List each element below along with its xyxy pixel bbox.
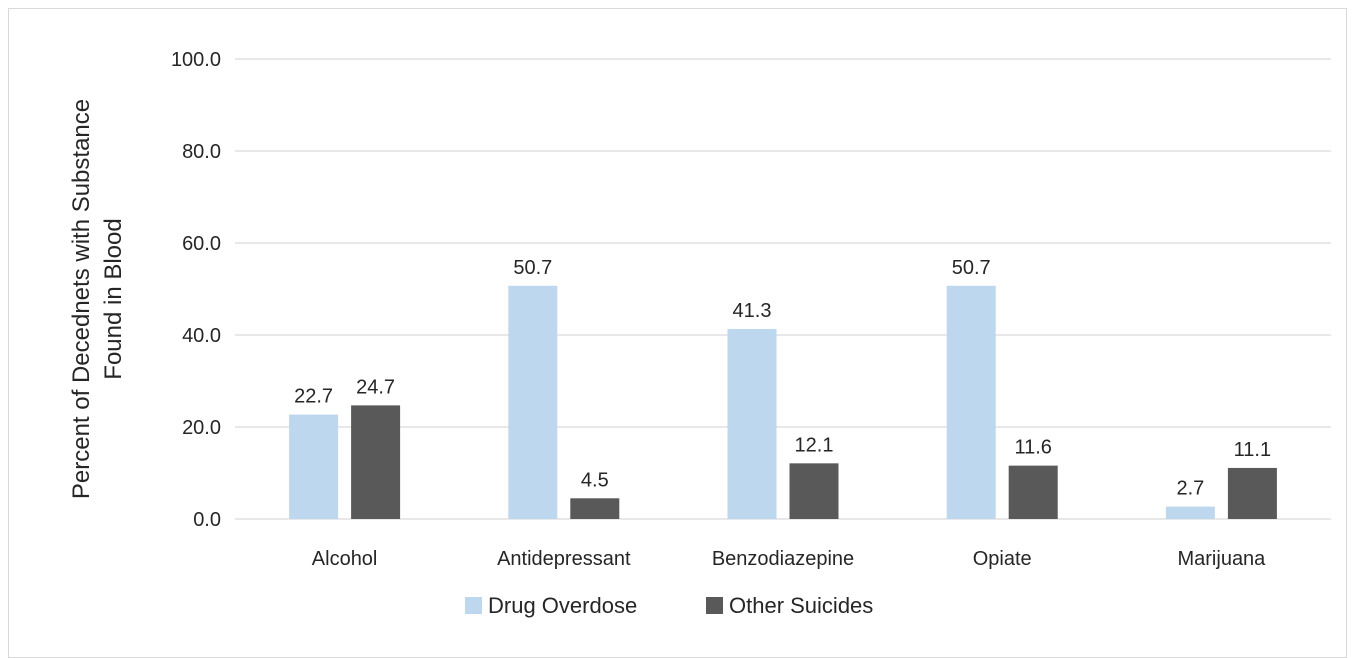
bar-other-suicides-antidepressant: [570, 498, 620, 519]
legend-label-drug-overdose: Drug Overdose: [488, 593, 637, 618]
legend-swatch-drug-overdose: [465, 597, 482, 614]
data-label-other-suicides-antidepressant: 4.5: [581, 469, 609, 491]
legend-swatch-other-suicides: [706, 597, 723, 614]
data-label-other-suicides-benzodiazepine: 12.1: [795, 434, 834, 456]
bar-other-suicides-opiate: [1008, 465, 1058, 519]
x-tick-label-marijuana: Marijuana: [1177, 548, 1266, 570]
bar-drug-overdose-alcohol: [289, 414, 339, 519]
x-tick-label-alcohol: Alcohol: [312, 548, 378, 570]
data-label-drug-overdose-antidepressant: 50.7: [513, 257, 552, 279]
data-label-drug-overdose-marijuana: 2.7: [1176, 478, 1204, 500]
data-labels: 22.7 24.7 50.7 4.5 41.3 12.1 50.7 11.6 2.7 11.1: [294, 257, 1271, 500]
data-label-other-suicides-opiate: 11.6: [1014, 437, 1051, 459]
bar-drug-overdose-opiate: [946, 285, 996, 519]
x-tick-label-benzodiazepine: Benzodiazepine: [712, 548, 854, 570]
bar-chart: 0.0 20.0 40.0 60.0 80.0 100.0 22.7 24.7 50.7 4.5…: [68, 49, 1331, 618]
y-tick-label: 0.0: [193, 509, 221, 531]
data-label-other-suicides-marijuana: 11.1: [1234, 439, 1271, 461]
y-tick-label: 60.0: [182, 233, 221, 255]
data-label-drug-overdose-alcohol: 22.7: [294, 386, 333, 408]
y-tick-label: 20.0: [182, 417, 221, 439]
bar-drug-overdose-marijuana: [1165, 506, 1215, 519]
y-tick-label: 100.0: [171, 49, 221, 71]
data-label-other-suicides-alcohol: 24.7: [356, 376, 395, 398]
gridlines: [235, 58, 1331, 520]
bars: [289, 285, 1277, 519]
y-axis-label-line-2: Found in Blood: [100, 218, 127, 379]
y-axis-ticks: 0.0 20.0 40.0 60.0 80.0 100.0: [171, 49, 221, 531]
bar-drug-overdose-benzodiazepine: [727, 329, 777, 519]
x-tick-label-opiate: Opiate: [973, 548, 1032, 570]
x-tick-label-antidepressant: Antidepressant: [497, 548, 631, 570]
legend: Drug Overdose Other Suicides: [465, 593, 873, 618]
data-label-drug-overdose-benzodiazepine: 41.3: [733, 300, 772, 322]
bar-other-suicides-alcohol: [351, 405, 401, 519]
y-axis-label-line-1: Percent of Decednets with Substance: [68, 99, 95, 499]
legend-label-other-suicides: Other Suicides: [729, 593, 873, 618]
chart-frame: 0.0 20.0 40.0 60.0 80.0 100.0 22.7 24.7 50.7 4.5…: [8, 8, 1347, 658]
y-tick-label: 40.0: [182, 325, 221, 347]
y-tick-label: 80.0: [182, 141, 221, 163]
data-label-drug-overdose-opiate: 50.7: [952, 257, 991, 279]
bar-other-suicides-benzodiazepine: [789, 463, 839, 519]
x-axis-categories: Alcohol Antidepressant Benzodiazepine Opiat…: [312, 548, 1266, 570]
bar-other-suicides-marijuana: [1227, 467, 1277, 519]
y-axis-label: Percent of Decednets with Substance Foun…: [68, 99, 127, 499]
bar-drug-overdose-antidepressant: [508, 285, 558, 519]
